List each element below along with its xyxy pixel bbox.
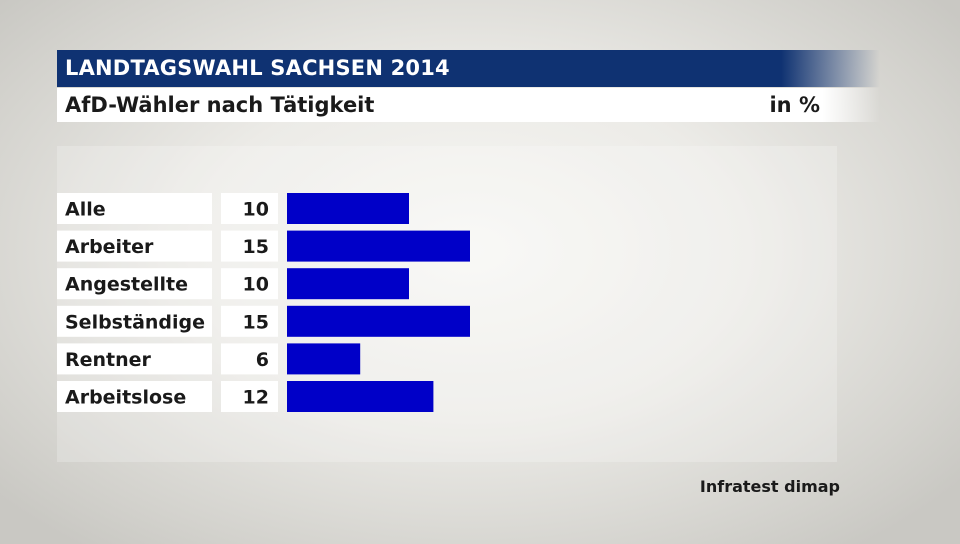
bar (287, 305, 470, 337)
category-label-box (57, 268, 212, 300)
value-label-box (221, 343, 278, 375)
bar (287, 343, 361, 375)
value-label: 10 (243, 274, 269, 296)
category-label: Angestellte (65, 274, 188, 296)
value-label: 15 (243, 311, 269, 333)
value-label-box (221, 193, 278, 224)
category-label: Alle (65, 199, 106, 221)
chart-subtitle: AfD-Wähler nach Tätigkeit (65, 93, 375, 117)
category-label-box (57, 230, 212, 262)
chart-title-bar: LANDTAGSWAHL SACHSEN 2014 (57, 50, 880, 87)
value-label: 15 (243, 236, 269, 258)
value-label: 6 (256, 349, 269, 371)
chart-title: LANDTAGSWAHL SACHSEN 2014 (65, 56, 450, 80)
unit-label: in % (769, 93, 820, 117)
bar (287, 193, 409, 224)
category-label-box (57, 305, 212, 337)
value-label: 12 (243, 387, 269, 409)
bar (287, 268, 409, 300)
source-label: Infratest dimap (699, 477, 840, 496)
value-label: 10 (243, 199, 269, 221)
category-label: Arbeitslose (65, 387, 186, 409)
bar (287, 381, 434, 412)
category-label-box (57, 343, 212, 375)
value-label-box (221, 230, 278, 262)
value-label-box (221, 381, 278, 412)
bar (287, 230, 470, 262)
category-label: Rentner (65, 349, 152, 371)
category-label: Selbständige (65, 311, 205, 333)
value-label-box (221, 268, 278, 300)
value-label-box (221, 305, 278, 337)
chart-subtitle-bar: AfD-Wähler nach Tätigkeit in % (57, 88, 880, 122)
category-label-box (57, 381, 212, 412)
category-label-box (57, 193, 212, 224)
category-label: Arbeiter (65, 236, 154, 258)
